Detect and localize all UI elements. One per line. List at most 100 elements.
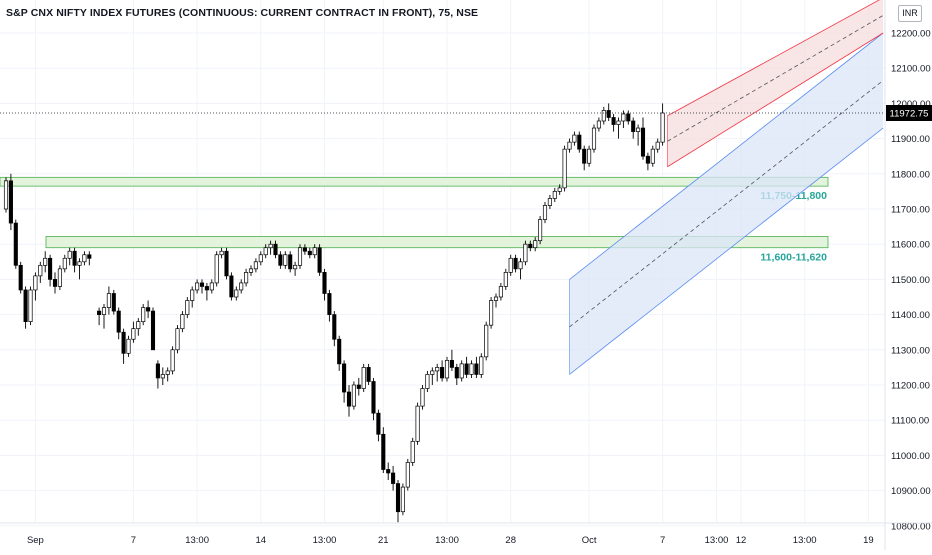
candle-body xyxy=(538,219,543,242)
candle xyxy=(366,363,371,385)
candle-body xyxy=(660,112,665,143)
candle-body xyxy=(190,289,195,301)
candle-body xyxy=(542,205,548,220)
candle-body xyxy=(248,268,254,273)
candle-body xyxy=(82,254,87,263)
candle-body xyxy=(552,191,557,199)
candle xyxy=(302,244,307,255)
candle xyxy=(528,240,533,252)
candle-body xyxy=(146,307,151,312)
candle-body xyxy=(170,349,175,372)
candle-body xyxy=(567,141,572,150)
candle-body xyxy=(302,247,307,252)
candle-body xyxy=(141,307,146,322)
candle-body xyxy=(165,370,170,375)
candle xyxy=(410,437,415,466)
candle xyxy=(185,297,190,319)
candle xyxy=(175,325,180,354)
candle-body xyxy=(616,120,621,125)
candle-body xyxy=(288,254,293,270)
candle xyxy=(577,131,582,153)
candle xyxy=(640,117,646,160)
candle-body xyxy=(8,180,13,224)
candle-body xyxy=(317,247,322,273)
candle-body xyxy=(572,134,577,143)
candle xyxy=(106,286,111,315)
candle xyxy=(430,367,435,385)
candle-body xyxy=(469,363,474,375)
x-tick-label: 13:00 xyxy=(705,535,729,546)
candle-body xyxy=(307,250,312,256)
candle-body xyxy=(263,247,268,256)
candle xyxy=(87,251,92,266)
candle xyxy=(493,293,499,308)
candle xyxy=(165,367,170,382)
candle xyxy=(121,328,126,364)
candle-body xyxy=(67,250,72,259)
candle-body xyxy=(175,328,180,351)
candle xyxy=(361,363,366,393)
candle-body xyxy=(219,250,224,256)
candle-body xyxy=(33,275,38,291)
x-tick-label: 13:00 xyxy=(793,535,817,546)
candle-body xyxy=(244,272,249,284)
candle xyxy=(484,321,489,361)
x-tick-label: 28 xyxy=(505,535,516,546)
x-tick-label: 21 xyxy=(378,535,389,546)
candle-body xyxy=(528,243,533,249)
candle-body xyxy=(77,261,82,266)
y-tick-label: 11400.00 xyxy=(891,310,930,321)
candle xyxy=(351,381,356,410)
candle xyxy=(317,244,322,276)
x-tick-label: 13:00 xyxy=(435,535,459,546)
candle xyxy=(72,247,77,273)
candle-body xyxy=(606,110,611,118)
currency-button[interactable]: INR xyxy=(898,5,922,22)
candle xyxy=(209,279,214,294)
last-price: 11972.75 xyxy=(0,104,932,121)
candle xyxy=(293,261,298,276)
channel-mid-line xyxy=(569,80,884,328)
candle xyxy=(219,247,224,259)
candle xyxy=(43,251,48,273)
candle xyxy=(82,251,87,266)
candle xyxy=(425,370,430,393)
candle xyxy=(258,251,263,266)
y-tick-label: 11000.00 xyxy=(891,451,930,462)
y-tick-label: 10900.00 xyxy=(891,486,931,497)
candle xyxy=(655,138,660,153)
candle xyxy=(435,363,440,382)
candle-body xyxy=(106,293,111,308)
candle xyxy=(572,131,577,146)
candle xyxy=(214,251,219,287)
x-tick-label: 12 xyxy=(736,535,747,546)
candle xyxy=(542,201,548,224)
candle xyxy=(195,279,200,294)
candle xyxy=(18,261,23,294)
candle xyxy=(297,244,303,269)
channel-area xyxy=(667,0,884,167)
y-tick-label: 11500.00 xyxy=(891,275,930,286)
candle-body xyxy=(13,222,18,266)
candle-body xyxy=(332,314,337,340)
candle xyxy=(582,145,587,171)
candle-body xyxy=(195,282,200,291)
candle-body xyxy=(474,363,479,375)
candle-body xyxy=(645,155,650,164)
candle-body xyxy=(587,148,592,164)
candle xyxy=(244,268,249,287)
x-axis: Sep 7 13:00 14 13:00 21 13:00 28 Oct 7 13:00 12 13:0… xyxy=(0,522,932,546)
candle-body xyxy=(136,321,141,330)
candle xyxy=(13,219,18,269)
candle xyxy=(253,258,258,273)
candle-body xyxy=(626,113,631,122)
candle-body xyxy=(204,286,209,291)
price-channels xyxy=(569,0,884,375)
candle-body xyxy=(400,486,405,513)
candle xyxy=(57,265,62,290)
candle-body xyxy=(131,328,136,340)
candle-body xyxy=(391,472,396,484)
candle xyxy=(116,307,121,340)
candle-body xyxy=(337,338,342,365)
candle-body xyxy=(258,254,263,263)
